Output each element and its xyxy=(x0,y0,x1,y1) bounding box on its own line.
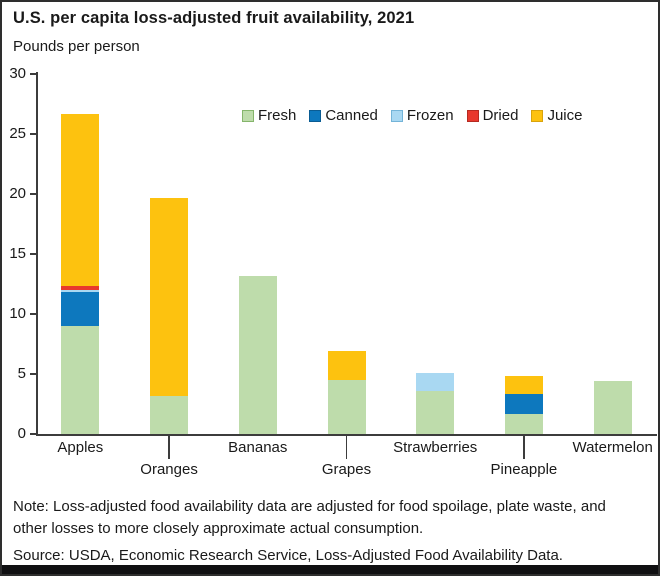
y-axis-line xyxy=(36,72,38,434)
bar-segment-fresh-apples xyxy=(61,326,100,434)
legend-swatch-canned xyxy=(309,109,322,122)
legend-label-frozen: Frozen xyxy=(406,107,454,124)
bar-segment-fresh-strawberries xyxy=(416,390,455,434)
y-axis-units-label: Pounds per person xyxy=(13,38,140,55)
x-category-label-oranges: Oranges xyxy=(140,461,198,478)
bar-segment-fresh-bananas xyxy=(238,275,277,434)
legend-item-canned: Canned xyxy=(309,107,378,124)
chart-legend: Fresh Canned Frozen Dried Juice xyxy=(242,107,582,124)
note-text: Note: Loss-adjusted food availability da… xyxy=(13,498,606,537)
bar-segment-fresh-watermelon xyxy=(593,381,632,434)
y-tick-mark xyxy=(30,373,36,375)
y-tick-label: 15 xyxy=(9,245,26,262)
source-text: Source: USDA, Economic Research Service,… xyxy=(13,547,563,564)
bar-segment-fresh-grapes xyxy=(327,380,366,434)
bar-segment-dried-apples xyxy=(61,286,100,290)
bar-segment-frozen-strawberries xyxy=(416,372,455,391)
legend-swatch-juice xyxy=(531,109,544,122)
chart-title: U.S. per capita loss-adjusted fruit avai… xyxy=(13,9,415,27)
y-tick-mark xyxy=(30,253,36,255)
legend-item-fresh: Fresh xyxy=(242,107,296,124)
x-category-label-apples: Apples xyxy=(57,439,104,456)
footer-bar xyxy=(2,565,658,574)
bar-segment-juice-oranges xyxy=(150,197,189,396)
bar-segment-canned-pineapple xyxy=(504,394,543,414)
legend-label-dried: Dried xyxy=(482,107,519,124)
legend-swatch-frozen xyxy=(390,109,403,122)
bar-segment-juice-grapes xyxy=(327,351,366,380)
bar-segment-frozen-apples xyxy=(61,290,100,293)
y-tick-label: 30 xyxy=(9,65,26,82)
y-tick-label: 25 xyxy=(9,125,26,142)
bar-segment-canned-apples xyxy=(61,292,100,326)
x-category-label-bananas: Bananas xyxy=(228,439,288,456)
x-category-label-grapes: Grapes xyxy=(321,461,372,478)
y-tick-mark xyxy=(30,313,36,315)
x-category-label-pineapple: Pineapple xyxy=(490,461,558,478)
x-tick-mark xyxy=(345,434,348,459)
y-tick-mark xyxy=(30,433,36,435)
legend-item-dried: Dried xyxy=(466,107,519,124)
legend-label-canned: Canned xyxy=(325,107,378,124)
bar-segment-juice-apples xyxy=(61,113,100,287)
bar-segment-juice-pineapple xyxy=(504,376,543,395)
y-tick-label: 5 xyxy=(17,365,26,382)
x-category-label-strawberries: Strawberries xyxy=(393,439,478,456)
y-tick-mark xyxy=(30,133,36,135)
bar-segment-fresh-pineapple xyxy=(504,413,543,434)
y-tick-label: 10 xyxy=(9,305,26,322)
legend-swatch-dried xyxy=(466,109,479,122)
legend-label-fresh: Fresh xyxy=(258,107,297,124)
y-tick-mark xyxy=(30,193,36,195)
x-category-label-watermelon: Watermelon xyxy=(572,439,653,456)
y-tick-label: 20 xyxy=(9,185,26,202)
bar-segment-fresh-oranges xyxy=(150,395,189,434)
x-tick-mark xyxy=(168,434,170,459)
legend-label-juice: Juice xyxy=(547,107,583,124)
y-tick-mark xyxy=(30,73,36,75)
x-tick-mark xyxy=(523,434,525,459)
y-tick-label: 0 xyxy=(17,425,26,442)
legend-item-frozen: Frozen xyxy=(390,107,454,124)
legend-swatch-fresh xyxy=(242,109,254,122)
legend-item-juice: Juice xyxy=(531,107,582,124)
